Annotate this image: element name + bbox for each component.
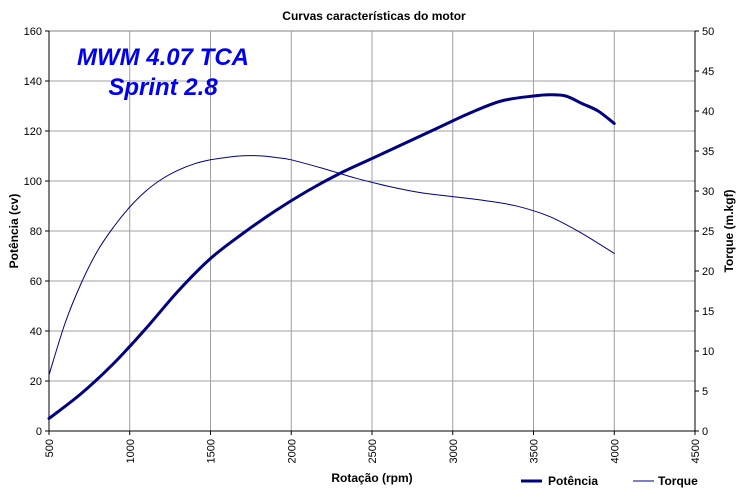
data-series: [47, 93, 616, 420]
x-tick-label: 1000: [125, 439, 137, 463]
right-axis-ticks: 0 5 10 15 20 25 30 35 40 45 50: [694, 26, 714, 438]
x-tick-label: 3500: [529, 439, 541, 463]
legend-label-potencia: Potência: [548, 474, 598, 488]
x-axis-label: Rotação (rpm): [331, 471, 412, 485]
y2-tick-label: 45: [702, 66, 714, 78]
chart-title: Curvas características do motor: [282, 9, 466, 23]
x-tick-label: 4500: [690, 439, 702, 463]
y2-tick-label: 35: [702, 146, 714, 158]
y2-tick-label: 0: [702, 426, 708, 438]
y-tick-label: 140: [24, 76, 42, 88]
y-tick-label: 160: [24, 26, 42, 38]
annotation-vehicle: Sprint 2.8: [108, 74, 218, 101]
y2-tick-label: 30: [702, 186, 714, 198]
legend-label-torque: Torque: [658, 474, 698, 488]
y2-tick-label: 50: [702, 26, 714, 38]
legend: Potência Torque: [521, 474, 698, 488]
x-axis-ticks: 500 1000 1500 2000 2500 3000 3500 4000 4500: [44, 430, 702, 463]
y2-tick-label: 40: [702, 106, 714, 118]
grid-lines: [49, 31, 695, 431]
x-tick-label: 1500: [206, 439, 218, 463]
y-axis-label: Potência (cv): [7, 194, 21, 269]
y2-tick-label: 10: [702, 346, 714, 358]
left-axis-ticks: 0 20 40 60 80 100 120 140 160: [24, 26, 50, 438]
x-tick-label: 2000: [286, 439, 298, 463]
y-tick-label: 20: [30, 376, 42, 388]
y2-axis-label: Torque (m.kgf): [722, 189, 736, 272]
y-tick-label: 80: [30, 226, 42, 238]
x-tick-label: 500: [44, 439, 56, 457]
x-tick-label: 4000: [609, 439, 621, 463]
y2-tick-label: 20: [702, 266, 714, 278]
y-tick-label: 40: [30, 326, 42, 338]
x-tick-label: 2500: [367, 439, 379, 463]
y-tick-label: 0: [36, 426, 42, 438]
y-tick-label: 120: [24, 126, 42, 138]
series-line-potencia: [47, 93, 616, 420]
annotation-engine-model: MWM 4.07 TCA: [77, 44, 249, 71]
x-tick-label: 3000: [448, 439, 460, 463]
y2-tick-label: 25: [702, 226, 714, 238]
series-line-torque: [48, 155, 615, 376]
y-tick-label: 60: [30, 276, 42, 288]
y2-tick-label: 5: [702, 386, 708, 398]
y2-tick-label: 15: [702, 306, 714, 318]
y-tick-label: 100: [24, 176, 42, 188]
